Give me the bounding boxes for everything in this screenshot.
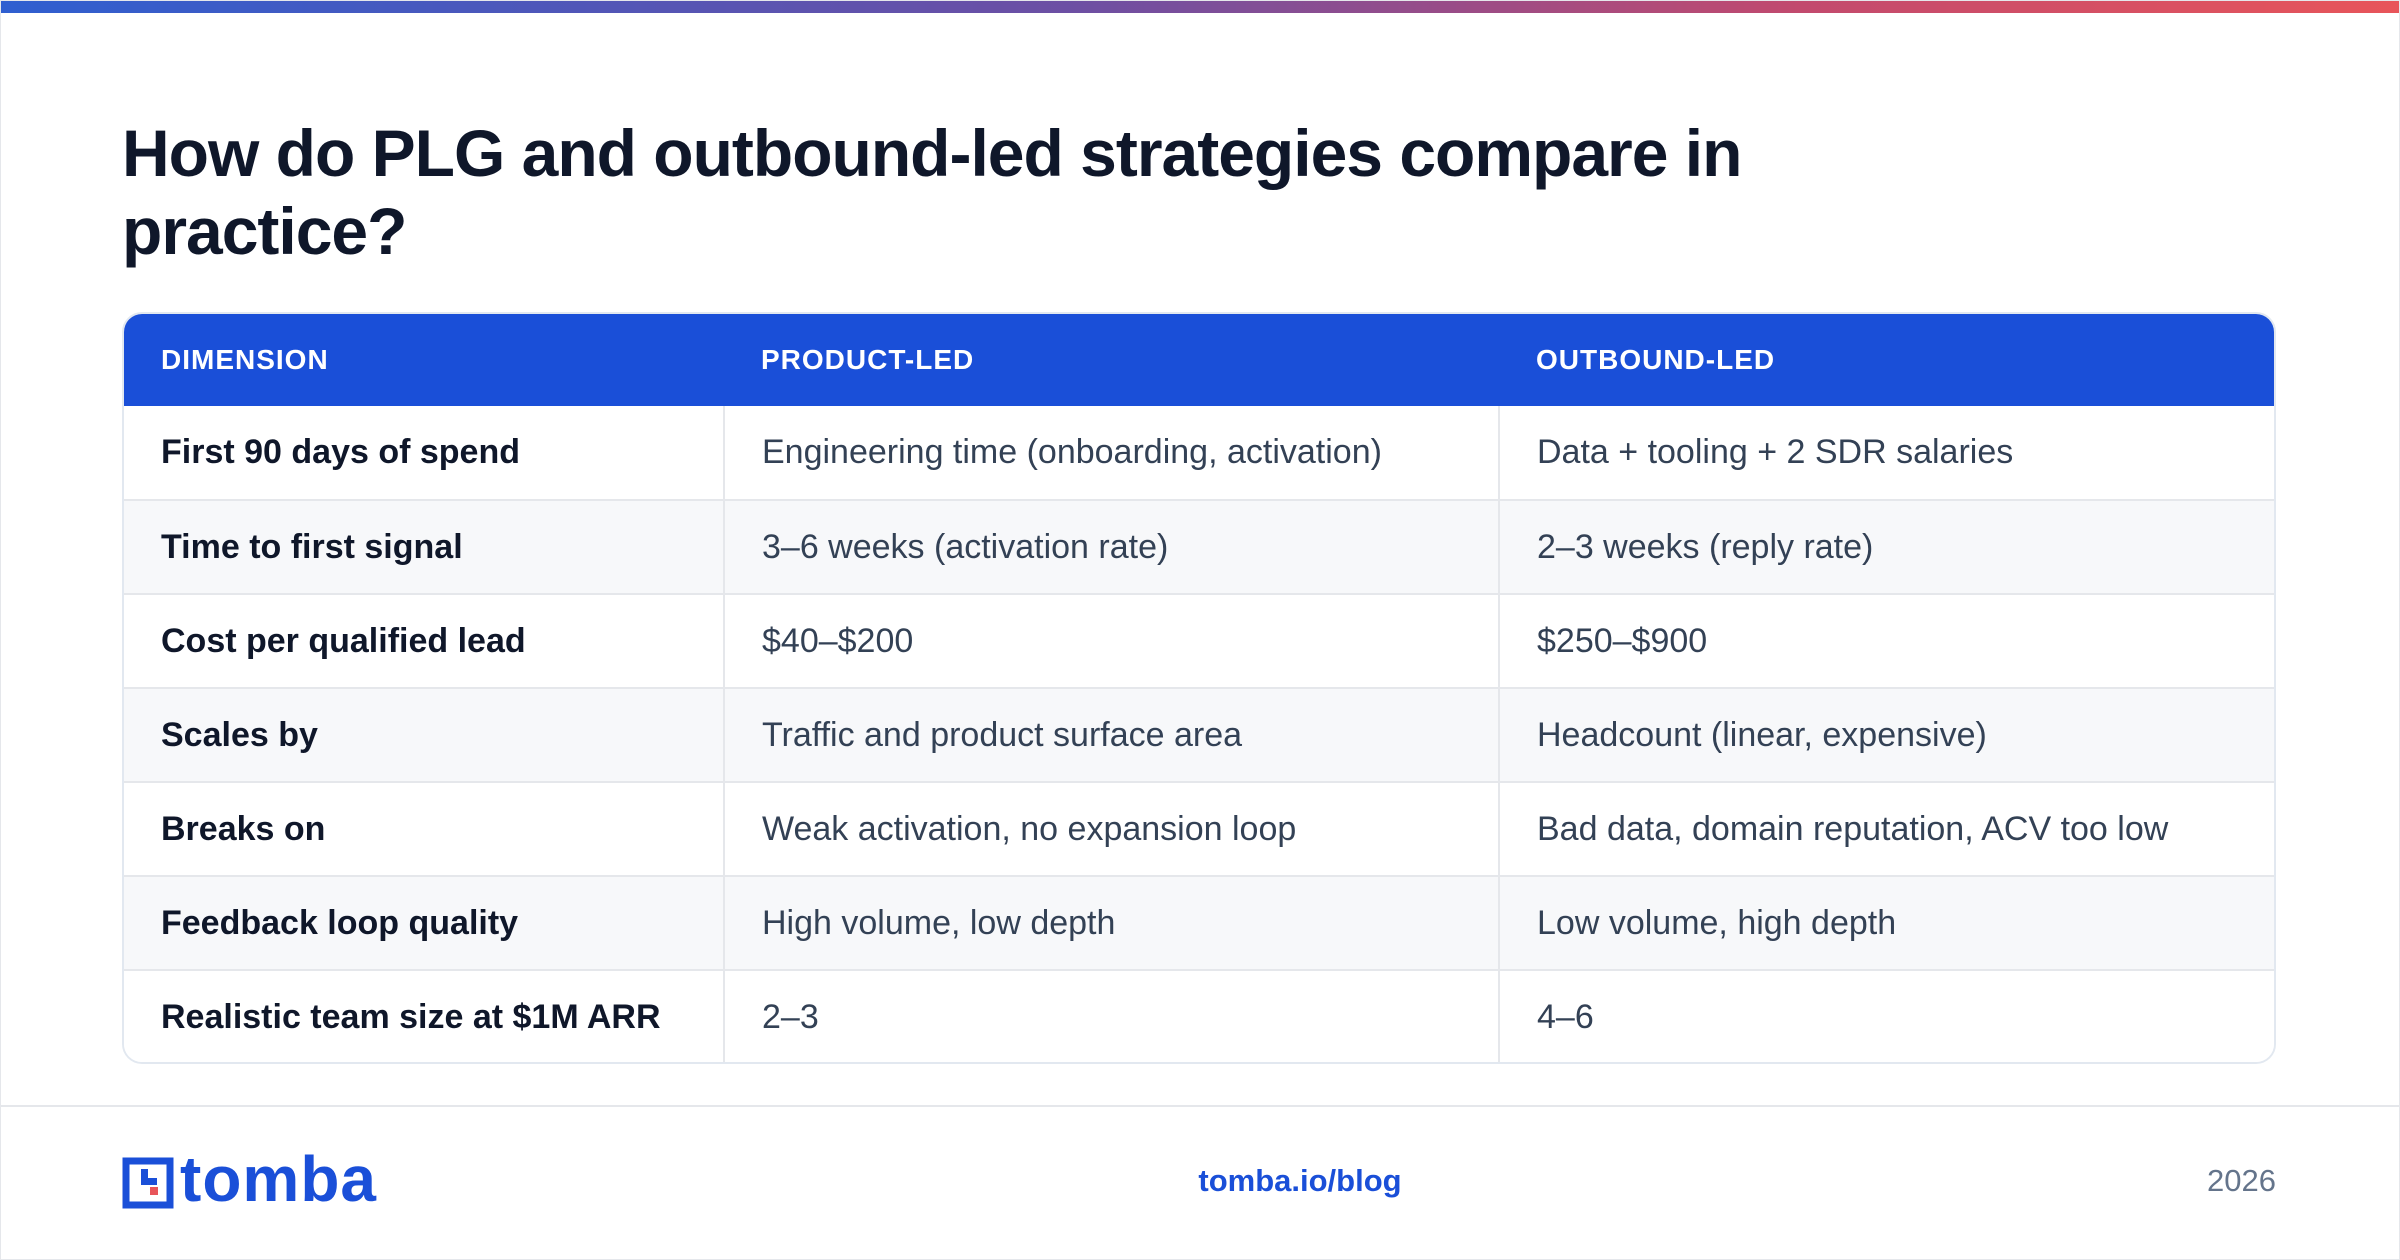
dimension-cell: Time to first signal: [124, 499, 724, 594]
outbound-led-cell: Bad data, domain reputation, ACV too low: [1498, 781, 2274, 876]
table-row: Scales by Traffic and product surface ar…: [124, 687, 2274, 782]
product-led-cell: $40–$200: [723, 593, 1499, 688]
column-header-product-led: PRODUCT-LED: [761, 344, 975, 375]
product-led-cell: Engineering time (onboarding, activation…: [723, 406, 1499, 500]
product-led-cell: Weak activation, no expansion loop: [723, 781, 1499, 876]
table-row: Feedback loop quality High volume, low d…: [124, 875, 2274, 970]
dimension-cell: Realistic team size at $1M ARR: [124, 969, 724, 1062]
product-led-cell: 3–6 weeks (activation rate): [723, 499, 1499, 594]
blog-link[interactable]: tomba.io/blog: [1198, 1163, 1402, 1198]
table-row: Realistic team size at $1M ARR 2–3 4–6: [124, 969, 2274, 1062]
product-led-cell: Traffic and product surface area: [723, 687, 1499, 782]
logo-wordmark: tomba: [180, 1143, 377, 1215]
page-title: How do PLG and outbound-led strategies c…: [122, 116, 1742, 268]
table-body: First 90 days of spend Engineering time …: [124, 406, 2274, 1062]
dimension-cell: First 90 days of spend: [161, 433, 520, 471]
comparison-table: DIMENSION PRODUCT-LED OUTBOUND-LED First…: [122, 312, 2276, 1064]
outbound-led-cell: $250–$900: [1498, 593, 2274, 688]
tomba-logo[interactable]: tomba: [122, 1147, 377, 1211]
tomba-logo-mark-icon: [122, 1157, 174, 1209]
outbound-led-cell: Low volume, high depth: [1498, 875, 2274, 970]
product-led-cell: 2–3: [723, 969, 1499, 1062]
column-header-dimension: DIMENSION: [161, 344, 329, 375]
table-header-row: DIMENSION PRODUCT-LED OUTBOUND-LED: [124, 314, 2274, 406]
table-row: Time to first signal 3–6 weeks (activati…: [124, 499, 2274, 594]
table-row: First 90 days of spend Engineering time …: [124, 406, 2274, 500]
footer-divider: [0, 1105, 2400, 1107]
top-gradient-bar: [0, 0, 2400, 13]
dimension-cell: Cost per qualified lead: [124, 593, 724, 688]
outbound-led-cell: 4–6: [1498, 969, 2274, 1062]
footer-year: 2026: [2207, 1163, 2276, 1198]
dimension-cell: Breaks on: [124, 781, 724, 876]
table-header: DIMENSION PRODUCT-LED OUTBOUND-LED: [124, 314, 2274, 406]
comparison-table-grid: DIMENSION PRODUCT-LED OUTBOUND-LED First…: [124, 314, 2274, 1062]
outbound-led-cell: Data + tooling + 2 SDR salaries: [1498, 406, 2274, 500]
dimension-cell: Scales by: [124, 687, 724, 782]
column-header-outbound-led: OUTBOUND-LED: [1536, 344, 1776, 375]
product-led-cell: High volume, low depth: [723, 875, 1499, 970]
outbound-led-cell: Headcount (linear, expensive): [1498, 687, 2274, 782]
dimension-cell: Feedback loop quality: [124, 875, 724, 970]
table-row: Cost per qualified lead $40–$200 $250–$9…: [124, 593, 2274, 688]
outbound-led-cell: 2–3 weeks (reply rate): [1498, 499, 2274, 594]
table-row: Breaks on Weak activation, no expansion …: [124, 781, 2274, 876]
